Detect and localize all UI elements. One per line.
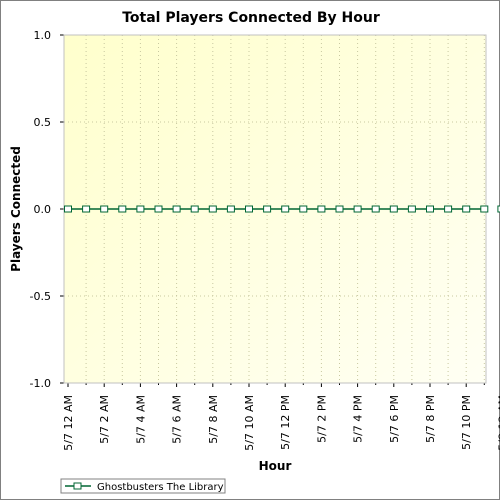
legend-marker-swatch: [74, 483, 81, 489]
y-axis-label: Players Connected: [9, 146, 23, 272]
chart-title: Total Players Connected By Hour: [122, 10, 380, 26]
x-tick-label: 5/7 12 AM: [62, 395, 75, 451]
y-tick-label: -0.5: [30, 290, 51, 303]
data-point: [445, 206, 452, 212]
data-point: [354, 206, 361, 212]
data-point: [427, 206, 434, 212]
data-point: [173, 206, 180, 212]
x-tick-label: 5/7 8 AM: [207, 395, 220, 444]
data-point: [101, 206, 108, 212]
data-point: [191, 206, 198, 212]
y-tick-label: -1.0: [30, 377, 51, 390]
data-point: [155, 206, 162, 212]
x-tick-label: 5/7 10 AM: [243, 395, 256, 451]
legend: Ghostbusters The Library: [61, 479, 225, 493]
x-tick-label: 5/7 4 AM: [134, 395, 147, 444]
data-point: [264, 206, 271, 212]
x-tick-label: 5/7 2 AM: [98, 395, 111, 444]
data-point: [408, 206, 415, 212]
x-tick-labels: 5/7 12 AM 5/7 2 AM 5/7 4 AM 5/7 6 AM 5/7 8 A…: [62, 395, 500, 451]
x-tick-label: 5/8 12 AM: [496, 395, 500, 451]
legend-label: Ghostbusters The Library: [97, 482, 224, 493]
x-tick-label: 5/7 4 PM: [352, 395, 365, 443]
y-tick-label: 1.0: [34, 29, 52, 42]
data-point: [463, 206, 470, 212]
data-point: [390, 206, 397, 212]
y-tick-label: 0.0: [34, 203, 52, 216]
x-tick-label: 5/7 12 PM: [279, 395, 292, 450]
data-point: [137, 206, 144, 212]
data-point: [372, 206, 379, 212]
data-point: [300, 206, 307, 212]
x-tick-label: 5/7 8 PM: [424, 395, 437, 443]
y-tick-labels: 1.0 0.5 0.0 -0.5 -1.0: [30, 29, 51, 390]
data-point: [65, 206, 72, 212]
data-point: [282, 206, 289, 212]
y-tick-label: 0.5: [34, 116, 52, 129]
data-point: [481, 206, 488, 212]
x-axis-label: Hour: [259, 459, 292, 473]
data-point: [246, 206, 253, 212]
data-point: [119, 206, 126, 212]
data-point: [227, 206, 234, 212]
data-point: [318, 206, 325, 212]
x-tick-label: 5/7 10 PM: [460, 395, 473, 450]
data-point: [83, 206, 90, 212]
data-point: [336, 206, 343, 212]
x-tick-label: 5/7 6 AM: [171, 395, 184, 444]
data-point: [209, 206, 216, 212]
x-tick-label: 5/7 2 PM: [315, 395, 328, 443]
x-tick-label: 5/7 6 PM: [388, 395, 401, 443]
